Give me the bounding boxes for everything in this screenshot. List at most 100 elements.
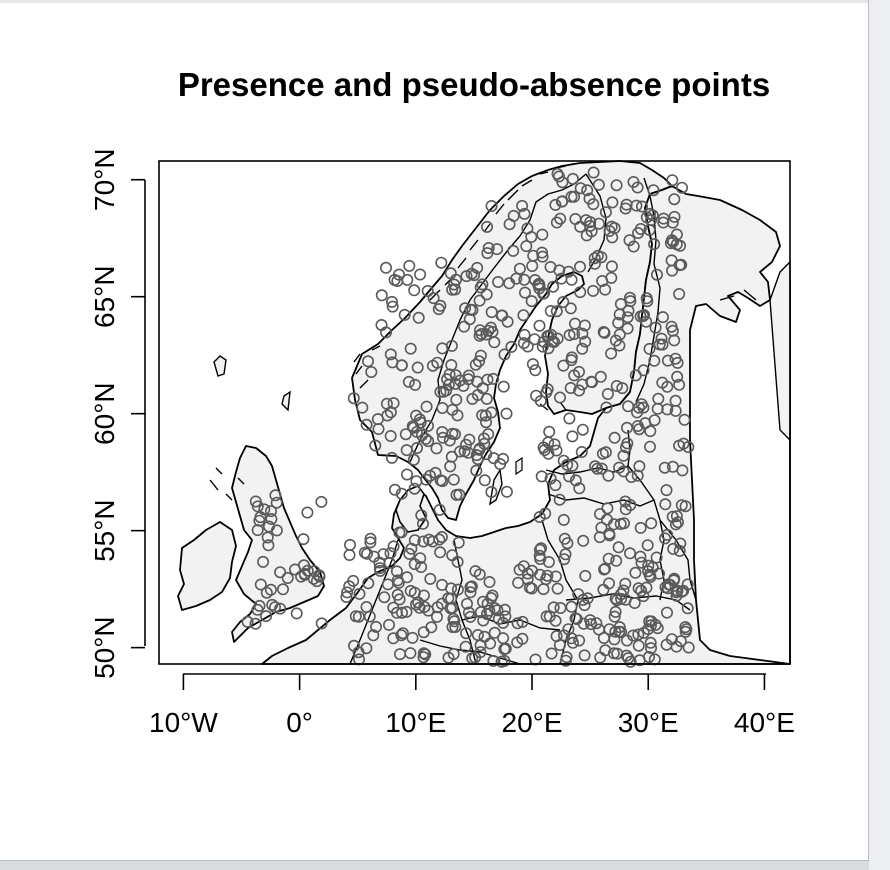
sample-point bbox=[557, 295, 570, 308]
sample-point bbox=[518, 273, 531, 286]
sample-point bbox=[565, 273, 578, 286]
sample-point bbox=[364, 532, 377, 545]
sample-point bbox=[442, 592, 455, 605]
sample-point bbox=[585, 618, 598, 631]
sample-point bbox=[675, 585, 688, 598]
sample-point bbox=[341, 586, 354, 599]
sample-point bbox=[619, 503, 632, 516]
sample-point bbox=[670, 586, 683, 599]
sample-point bbox=[597, 631, 610, 644]
sample-point bbox=[557, 359, 570, 372]
sample-point bbox=[578, 599, 591, 612]
sample-point bbox=[405, 542, 418, 555]
sample-point bbox=[445, 358, 458, 371]
sample-point bbox=[623, 291, 636, 304]
sample-point bbox=[610, 554, 623, 567]
y-tick-label: 55°N bbox=[89, 499, 120, 562]
sample-point bbox=[564, 302, 577, 315]
sample-point bbox=[387, 632, 400, 645]
sample-point bbox=[664, 237, 677, 250]
land-great-britain bbox=[231, 445, 325, 643]
sample-point bbox=[415, 560, 428, 573]
sample-point bbox=[406, 631, 419, 644]
sample-point bbox=[590, 617, 603, 630]
sample-point bbox=[579, 335, 592, 348]
sample-point bbox=[525, 231, 538, 244]
sample-point bbox=[492, 612, 505, 625]
sample-point bbox=[358, 546, 371, 559]
sample-point bbox=[639, 417, 652, 430]
sample-point bbox=[533, 543, 546, 556]
sample-point bbox=[297, 533, 310, 546]
sample-point bbox=[576, 423, 589, 436]
sample-point bbox=[601, 387, 614, 400]
sample-point bbox=[534, 552, 547, 565]
sample-point bbox=[557, 513, 570, 526]
sample-point bbox=[416, 517, 429, 530]
sample-point bbox=[372, 422, 385, 435]
sample-point bbox=[387, 601, 400, 614]
sample-point bbox=[540, 386, 553, 399]
sample-point bbox=[270, 496, 283, 509]
sample-point bbox=[452, 536, 465, 549]
sample-point bbox=[315, 495, 328, 508]
x-tick-label: 40°E bbox=[734, 707, 795, 738]
sample-point bbox=[446, 283, 459, 296]
sample-point bbox=[608, 610, 621, 623]
x-tick-label: 30°E bbox=[618, 707, 679, 738]
sample-point bbox=[451, 583, 464, 596]
sample-point bbox=[578, 319, 591, 332]
sample-point bbox=[637, 401, 650, 414]
sample-point bbox=[469, 358, 482, 371]
sample-point bbox=[360, 418, 373, 431]
sample-point bbox=[545, 647, 558, 660]
sample-point bbox=[500, 407, 513, 420]
sample-point bbox=[442, 378, 455, 391]
sample-point bbox=[385, 295, 398, 308]
sample-point bbox=[498, 603, 511, 616]
sample-point bbox=[436, 431, 449, 444]
sample-point bbox=[594, 370, 607, 383]
sample-point bbox=[527, 249, 540, 262]
sample-point bbox=[257, 555, 270, 568]
sample-point bbox=[608, 431, 621, 444]
sample-point bbox=[621, 322, 634, 335]
sample-point bbox=[262, 539, 275, 552]
map-panel bbox=[159, 160, 791, 668]
sample-point bbox=[446, 620, 459, 633]
sample-point bbox=[558, 553, 571, 566]
sample-point bbox=[678, 413, 691, 426]
sample-point bbox=[536, 228, 549, 241]
sample-point bbox=[473, 442, 486, 455]
sample-point bbox=[269, 489, 282, 502]
sample-point bbox=[635, 200, 648, 213]
sample-point bbox=[258, 503, 271, 516]
sample-point bbox=[410, 409, 423, 422]
sample-point bbox=[675, 181, 688, 194]
sample-point bbox=[398, 308, 411, 321]
sample-point bbox=[659, 498, 672, 511]
sample-point bbox=[251, 603, 264, 616]
sample-point bbox=[276, 583, 289, 596]
sample-point bbox=[409, 598, 422, 611]
sample-point bbox=[578, 649, 591, 662]
sample-point bbox=[550, 444, 563, 457]
sample-point bbox=[574, 286, 587, 299]
sample-point bbox=[453, 488, 466, 501]
sample-point bbox=[645, 517, 658, 530]
sample-point bbox=[605, 220, 618, 233]
sample-point bbox=[668, 210, 681, 223]
land-gotland bbox=[489, 467, 503, 506]
sample-point bbox=[281, 571, 294, 584]
sample-point bbox=[516, 199, 529, 212]
sample-point bbox=[613, 339, 626, 352]
sample-point bbox=[340, 590, 353, 603]
sample-point bbox=[605, 347, 618, 360]
sample-point bbox=[479, 416, 492, 429]
sample-point bbox=[562, 470, 575, 483]
sample-point bbox=[679, 625, 692, 638]
sample-point bbox=[395, 629, 408, 642]
sample-point bbox=[460, 627, 473, 640]
sample-point bbox=[407, 453, 420, 466]
sample-point bbox=[402, 375, 415, 388]
